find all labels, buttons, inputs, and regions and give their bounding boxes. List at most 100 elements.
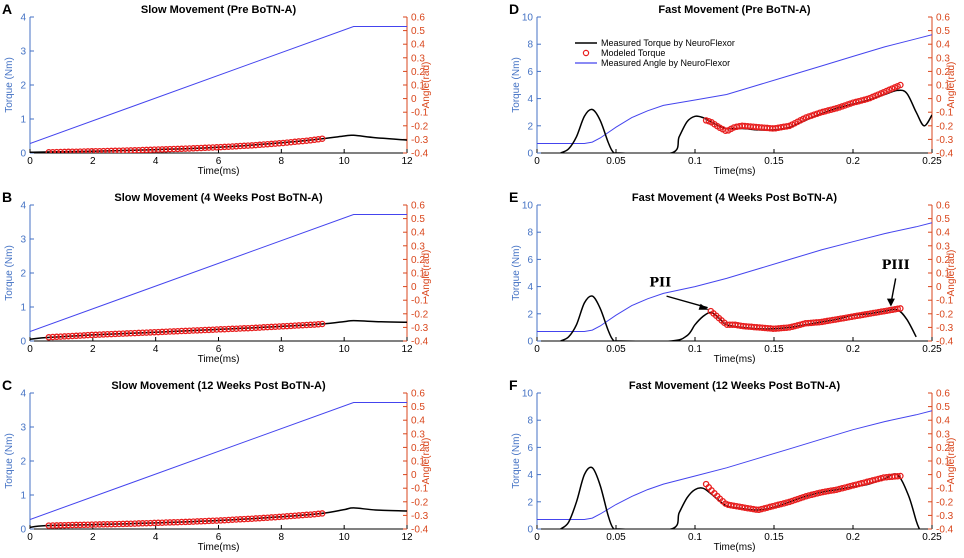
modeled-torque-marker — [236, 142, 244, 150]
x-tick-label: 0.25 — [922, 532, 942, 543]
measured-angle-line — [30, 402, 407, 520]
modeled-torque-marker — [783, 499, 790, 506]
modeled-torque-marker — [201, 326, 209, 334]
piii-arrowhead — [886, 298, 895, 307]
modeled-torque-marker — [275, 323, 283, 330]
modeled-torque-marker — [174, 518, 181, 526]
modeled-torque-marker — [92, 331, 99, 339]
right-tick-label: 0.4 — [411, 228, 425, 239]
modeled-torque-marker — [221, 143, 228, 151]
left-tick-label: 1 — [20, 303, 26, 314]
left-tick-label: 0 — [20, 525, 26, 536]
modeled-torque-marker — [897, 81, 904, 89]
modeled-torque-marker — [80, 521, 88, 529]
modeled-torque-marker — [272, 513, 279, 521]
plot-area — [537, 222, 932, 341]
modeled-torque-marker — [869, 477, 876, 484]
modeled-torque-marker — [311, 136, 318, 144]
x-tick-label: 0 — [27, 532, 33, 543]
chart-title: Slow Movement (12 Weeks Post BoTN-A) — [111, 380, 326, 392]
modeled-torque-marker — [119, 147, 127, 153]
right-tick-label: 0.4 — [936, 40, 950, 51]
modeled-torque-marker — [780, 500, 788, 507]
left-tick-label: 2 — [20, 457, 26, 468]
right-tick-label: -0.3 — [411, 135, 429, 146]
right-tick-label: 0.1 — [411, 269, 425, 280]
right-tick-label: 0 — [411, 282, 417, 293]
modeled-torque-marker — [264, 140, 271, 148]
x-tick-label: 0 — [27, 344, 33, 355]
modeled-torque-marker — [248, 515, 256, 522]
x-tick-label: 0 — [534, 156, 540, 167]
modeled-torque-marker — [115, 330, 123, 337]
modeled-torque-marker — [69, 148, 76, 153]
modeled-torque-marker — [88, 148, 96, 153]
x-tick-label: 6 — [216, 156, 222, 167]
modeled-torque-marker — [847, 482, 854, 490]
modeled-torque-marker — [240, 325, 248, 332]
right-tick-label: 0.2 — [936, 443, 950, 454]
x-tick-label: 2 — [90, 532, 96, 543]
x-tick-label: 0.05 — [606, 532, 626, 543]
plot-area — [537, 34, 932, 153]
modeled-torque-marker — [162, 519, 170, 526]
modeled-torque-marker — [186, 145, 193, 152]
modeled-torque-marker — [872, 476, 879, 483]
modeled-torque-marker — [76, 521, 84, 529]
modeled-torque-marker — [166, 328, 174, 335]
modeled-torque-marker — [76, 332, 84, 339]
modeled-torque-marker — [170, 145, 178, 153]
pii-arrowhead — [698, 303, 709, 310]
modeled-torque-marker — [209, 326, 217, 333]
right-tick-label: 0.3 — [936, 241, 950, 252]
modeled-torque-marker — [299, 511, 306, 519]
modeled-torque-marker — [45, 334, 53, 341]
modeled-torque-marker — [100, 521, 107, 528]
panel-a: A Slow Movement (Pre BoTN-A)0 2 4 6 8 10 12Time… — [2, 1, 432, 177]
left-tick-label: 10 — [522, 201, 534, 212]
right-tick-label: 0 — [936, 282, 942, 293]
left-axis-label: Torque (Nm) — [511, 433, 522, 489]
modeled-torque-marker — [221, 516, 228, 524]
modeled-torque-marker — [824, 107, 832, 114]
modeled-torque-marker — [147, 146, 154, 153]
modeled-torque-marker — [205, 144, 213, 151]
modeled-torque-marker — [131, 147, 139, 153]
modeled-torque-marker — [123, 147, 131, 153]
modeled-torque-marker — [299, 321, 306, 329]
right-tick-label: -0.2 — [411, 121, 429, 132]
modeled-torque-marker — [158, 146, 166, 153]
modeled-torque-marker — [127, 147, 135, 153]
x-tick-label: 0.15 — [764, 156, 784, 167]
right-tick-label: 0.5 — [411, 26, 425, 37]
chart-title: Fast Movement (12 Weeks Post BoTN-A) — [629, 380, 841, 392]
modeled-torque-marker — [49, 148, 57, 153]
x-tick-label: 0 — [27, 156, 33, 167]
modeled-torque-marker — [65, 148, 72, 153]
modeled-torque-marker — [802, 493, 810, 500]
x-tick-label: 12 — [401, 156, 413, 167]
right-tick-label: 0.6 — [936, 13, 950, 24]
modeled-torque-marker — [49, 333, 57, 341]
right-tick-label: 0.1 — [411, 81, 425, 92]
modeled-torque-marker — [205, 517, 213, 525]
modeled-torque-marker — [225, 325, 232, 333]
x-tick-label: 0.05 — [606, 344, 626, 355]
modeled-torque-marker — [260, 324, 267, 331]
modeled-torque-marker — [72, 148, 80, 153]
modeled-torque-marker — [307, 511, 314, 518]
modeled-torque-marker — [256, 514, 263, 522]
modeled-torque-marker — [307, 137, 314, 144]
right-tick-label: 0.6 — [411, 13, 425, 24]
left-tick-label: 0 — [527, 337, 533, 348]
modeled-torque-marker — [786, 498, 793, 506]
legend-modeled-torque-swatch — [582, 49, 590, 57]
right-tick-label: -0.4 — [411, 149, 429, 160]
modeled-torque-marker — [135, 329, 142, 337]
x-tick-label: 8 — [279, 344, 285, 355]
x-tick-label: 0.15 — [764, 344, 784, 355]
modeled-torque-marker — [69, 521, 76, 529]
modeled-torque-marker — [190, 145, 197, 152]
x-axis-label: Time(ms) — [198, 542, 240, 553]
